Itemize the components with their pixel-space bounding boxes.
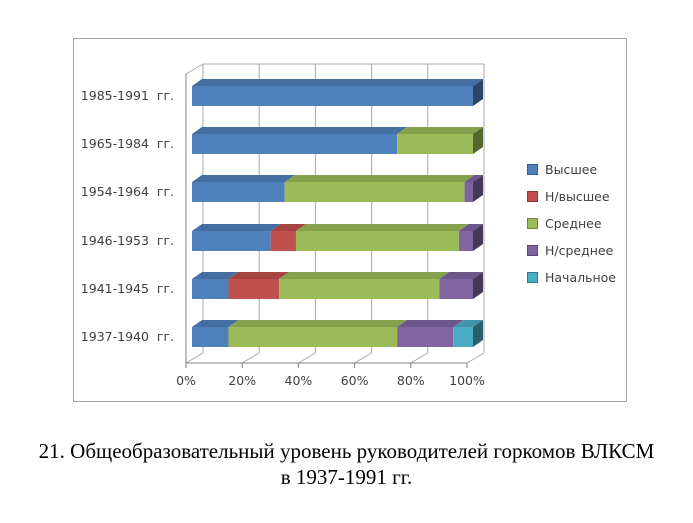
bar-segment-top-Н/среднее — [397, 320, 464, 327]
bar-segment-top-Н/среднее — [439, 272, 483, 279]
legend-swatch-icon — [527, 218, 538, 229]
gridline-floor-diagonal — [185, 352, 204, 364]
stacked-bar-plot: 1985-1991 гг. 1965-1984 гг. 1954-1964 гг. 1… — [81, 63, 485, 388]
bar-side-face — [473, 79, 483, 106]
legend-label: Среднее — [545, 216, 602, 231]
bar-segment-Высшее — [192, 231, 271, 251]
bar-segment-Н/среднее — [458, 231, 473, 251]
x-tick-label: 0% — [176, 373, 196, 388]
x-tick-label: 40% — [285, 373, 313, 388]
bar-segment-Н/среднее — [397, 327, 454, 347]
bar-segment-Высшее — [192, 279, 229, 299]
bar-segment-Среднее — [279, 279, 440, 299]
bar-segment-Высшее — [192, 134, 398, 154]
caption-line-1: 21. Общеобразовательный уровень руководи… — [38, 439, 655, 463]
bar-segment-top-Высшее — [192, 175, 295, 182]
bar-side-face — [473, 272, 483, 299]
bar-segment-top-Среднее — [295, 224, 469, 231]
legend-item: Среднее — [527, 210, 627, 237]
legend-item: Начальное — [527, 264, 627, 291]
x-tick-label: 100% — [449, 373, 485, 388]
bar-side-face — [473, 175, 483, 202]
bar-segment-Высшее — [192, 86, 473, 106]
bar-segment-Высшее — [192, 327, 229, 347]
chart-legend: Высшее Н/высшее Среднее Н/среднее Начальное — [527, 156, 627, 291]
chart-caption: 21. Общеобразовательный уровень руководи… — [0, 438, 693, 491]
bar-segment-top-Среднее — [397, 127, 483, 134]
bar-segment-top-Высшее — [192, 224, 281, 231]
bar-side-face — [473, 224, 483, 251]
bar-segment-top-Среднее — [279, 272, 450, 279]
gridline-floor-diagonal — [354, 352, 372, 364]
bar-segment-top-Н/среднее — [458, 224, 483, 231]
gridline-floor-diagonal — [410, 352, 429, 364]
gridline-floor-diagonal — [241, 352, 260, 364]
category-label: 1954-1964 гг. — [81, 184, 174, 199]
legend-label: Высшее — [545, 162, 598, 177]
category-label: 1946-1953 гг. — [81, 233, 174, 248]
bar-segment-Среднее — [284, 182, 465, 202]
bar-segment-Среднее — [228, 327, 398, 347]
bar-segment-Среднее — [295, 231, 459, 251]
legend-swatch-icon — [527, 245, 538, 256]
wall-top-diagonal — [185, 63, 204, 75]
legend-label: Начальное — [545, 270, 616, 285]
legend-swatch-icon — [527, 272, 538, 283]
bar-segment-top-Среднее — [228, 320, 408, 327]
caption-line-2: в 1937-1991 гг. — [280, 465, 413, 490]
bar-segment-top-Н/высшее — [228, 272, 290, 279]
x-tick-label: 20% — [228, 373, 256, 388]
bar-side-face — [473, 127, 483, 154]
bar-segment-Н/высшее — [270, 231, 296, 251]
legend-label: Н/среднее — [545, 243, 614, 258]
category-label: 1941-1945 гг. — [81, 281, 174, 296]
legend-swatch-icon — [527, 191, 538, 202]
bar-segment-Н/среднее — [439, 279, 473, 299]
bar-segment-Н/среднее — [464, 182, 473, 202]
bar-segment-top-Начальное — [453, 320, 483, 327]
bar-segment-top-Высшее — [192, 79, 483, 86]
x-tick-label: 80% — [397, 373, 425, 388]
bar-side-face — [473, 320, 483, 347]
category-label: 1985-1991 гг. — [81, 88, 174, 103]
x-tick-label: 60% — [341, 373, 369, 388]
bar-segment-top-Высшее — [192, 127, 408, 134]
bar-segment-top-Н/среднее — [464, 175, 483, 182]
gridline-floor-diagonal — [466, 352, 485, 364]
bar-segment-Высшее — [192, 182, 285, 202]
legend-label: Н/высшее — [545, 189, 610, 204]
legend-item: Н/среднее — [527, 237, 627, 264]
legend-swatch-icon — [527, 164, 538, 175]
chart-frame: 1985-1991 гг. 1965-1984 гг. 1954-1964 гг. 1… — [73, 38, 627, 402]
gridline-floor-diagonal — [298, 352, 316, 364]
bar-segment-Н/высшее — [228, 279, 280, 299]
bar-segment-top-Н/высшее — [270, 224, 306, 231]
legend-item: Высшее — [527, 156, 627, 183]
bar-segment-Среднее — [397, 134, 473, 154]
bar-segment-top-Среднее — [284, 175, 475, 182]
category-label: 1965-1984 гг. — [81, 136, 174, 151]
bar-segment-Начальное — [453, 327, 473, 347]
category-label: 1937-1940 гг. — [81, 329, 174, 344]
legend-item: Н/высшее — [527, 183, 627, 210]
bar-segment-top-Высшее — [192, 272, 239, 279]
bar-segment-top-Высшее — [192, 320, 239, 327]
